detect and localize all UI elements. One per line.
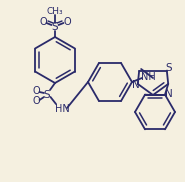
Text: O: O (32, 86, 40, 96)
Text: S: S (52, 22, 58, 32)
Text: O: O (63, 17, 71, 27)
Text: N: N (132, 80, 140, 90)
Text: CH₃: CH₃ (47, 7, 63, 15)
Text: O: O (39, 17, 47, 27)
Text: NH: NH (141, 72, 155, 82)
Text: S: S (166, 63, 172, 73)
Text: HN: HN (55, 104, 69, 114)
Text: O: O (32, 96, 40, 106)
Text: N: N (165, 89, 173, 99)
Text: S: S (44, 90, 50, 100)
